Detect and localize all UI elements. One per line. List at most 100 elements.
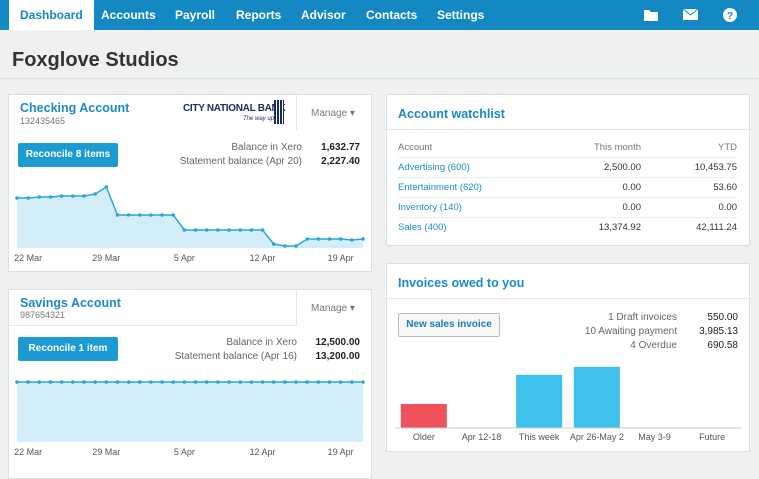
account-link[interactable]: Inventory (140) bbox=[398, 202, 462, 213]
data-point bbox=[48, 195, 53, 199]
reconcile-button[interactable]: Reconcile 1 item bbox=[18, 337, 118, 361]
data-point bbox=[182, 228, 187, 232]
mail-icon[interactable] bbox=[683, 9, 698, 20]
data-point bbox=[149, 380, 153, 384]
column-header: YTD bbox=[718, 142, 737, 153]
row-divider bbox=[398, 157, 738, 158]
data-point bbox=[71, 380, 75, 384]
divider bbox=[387, 129, 749, 130]
data-point bbox=[305, 380, 309, 384]
amount: 10,453.75 bbox=[694, 162, 737, 173]
data-point bbox=[48, 380, 53, 384]
nav-tab[interactable]: Dashboard bbox=[9, 0, 94, 30]
x-tick-label: 12 Apr bbox=[250, 253, 276, 263]
data-point bbox=[238, 228, 243, 232]
manage-label: Manage bbox=[311, 303, 348, 314]
data-point bbox=[15, 380, 19, 384]
data-point bbox=[59, 194, 64, 198]
invoice-summary-label[interactable]: 1 Draft invoices bbox=[608, 312, 677, 323]
divider bbox=[296, 290, 297, 325]
data-point bbox=[126, 380, 131, 384]
invoice-summary-label[interactable]: 10 Awaiting payment bbox=[584, 326, 677, 337]
new-invoice-button[interactable]: New sales invoice bbox=[398, 313, 500, 337]
help-icon[interactable]: ? bbox=[723, 8, 737, 22]
data-point bbox=[305, 237, 309, 241]
amount: 42,111.24 bbox=[696, 222, 737, 233]
balance-value: 12,500.00 bbox=[315, 337, 361, 348]
divider bbox=[387, 298, 749, 299]
balance-label: Statement balance (Apr 16) bbox=[174, 351, 297, 362]
data-point bbox=[316, 380, 321, 384]
data-point bbox=[137, 213, 142, 217]
data-point bbox=[193, 380, 198, 384]
invoice-summary-value: 550.00 bbox=[707, 312, 738, 323]
folder-icon[interactable] bbox=[643, 8, 659, 22]
account-link[interactable]: Entertainment (620) bbox=[398, 182, 482, 193]
balance-line bbox=[17, 185, 364, 247]
panel-title: Invoices owed to you bbox=[398, 276, 525, 290]
row-divider bbox=[398, 177, 738, 178]
data-point bbox=[37, 195, 42, 199]
bar bbox=[400, 403, 447, 428]
data-point bbox=[193, 228, 198, 232]
watchlist-panel bbox=[386, 94, 750, 246]
balance-chart: 22 Mar 29 Mar 5 Apr 12 Apr 19 Apr bbox=[14, 380, 365, 457]
data-point bbox=[93, 380, 97, 384]
data-point bbox=[361, 380, 365, 384]
data-point bbox=[294, 244, 298, 248]
amount: 0.00 bbox=[622, 182, 642, 193]
data-point bbox=[238, 380, 243, 384]
invoice-summary-label[interactable]: 4 Overdue bbox=[630, 340, 677, 351]
reconcile-button[interactable]: Reconcile 8 items bbox=[18, 143, 118, 167]
account-link[interactable]: Sales (400) bbox=[398, 222, 447, 233]
balance-value: 2,227.40 bbox=[321, 156, 360, 167]
panel-title: Account watchlist bbox=[398, 107, 505, 121]
x-tick-label: Older bbox=[413, 432, 435, 442]
row-divider bbox=[398, 217, 738, 218]
data-point bbox=[316, 237, 321, 241]
account-title[interactable]: Checking Account bbox=[20, 101, 130, 115]
manage-menu[interactable]: Manage ▾ bbox=[311, 108, 355, 119]
nav-tab[interactable]: Contacts bbox=[366, 8, 418, 22]
nav-tab[interactable]: Reports bbox=[236, 8, 282, 22]
invoice-summary-value: 3,985.13 bbox=[699, 326, 738, 337]
divider bbox=[9, 325, 297, 326]
data-point bbox=[227, 380, 231, 384]
x-tick-label: 19 Apr bbox=[328, 447, 354, 457]
data-point bbox=[82, 194, 86, 198]
data-point bbox=[26, 196, 30, 200]
manage-label: Manage bbox=[311, 108, 348, 119]
x-tick-label: 19 Apr bbox=[328, 253, 354, 263]
divider bbox=[296, 95, 297, 130]
data-point bbox=[227, 228, 231, 232]
bank-tagline: The way up. bbox=[243, 116, 276, 122]
balance-label: Balance in Xero bbox=[226, 337, 297, 348]
data-point bbox=[15, 196, 19, 200]
svg-text:?: ? bbox=[727, 11, 733, 22]
data-point bbox=[294, 380, 298, 384]
data-point bbox=[37, 380, 42, 384]
nav-tab[interactable]: Advisor bbox=[301, 8, 346, 22]
data-point bbox=[216, 228, 220, 232]
nav-tab[interactable]: Settings bbox=[437, 8, 485, 22]
account-title[interactable]: Savings Account bbox=[20, 296, 121, 310]
data-point bbox=[249, 228, 254, 232]
data-point bbox=[350, 238, 354, 242]
data-point bbox=[59, 380, 64, 384]
x-tick-label: 29 Mar bbox=[92, 253, 120, 263]
column-header: Account bbox=[398, 142, 433, 153]
nav-tab[interactable]: Payroll bbox=[175, 8, 216, 22]
data-point bbox=[249, 380, 254, 384]
area-fill bbox=[17, 187, 363, 248]
balance-label: Balance in Xero bbox=[231, 142, 302, 153]
data-point bbox=[350, 380, 354, 384]
nav-tab[interactable]: Accounts bbox=[101, 8, 156, 22]
data-point bbox=[160, 213, 164, 217]
x-tick-label: 5 Apr bbox=[174, 447, 195, 457]
data-point bbox=[338, 380, 343, 384]
manage-menu[interactable]: Manage ▾ bbox=[311, 303, 355, 314]
column-header: This month bbox=[594, 142, 641, 153]
data-point bbox=[93, 192, 97, 196]
account-link[interactable]: Advertising (600) bbox=[398, 162, 470, 173]
data-point bbox=[71, 194, 75, 198]
